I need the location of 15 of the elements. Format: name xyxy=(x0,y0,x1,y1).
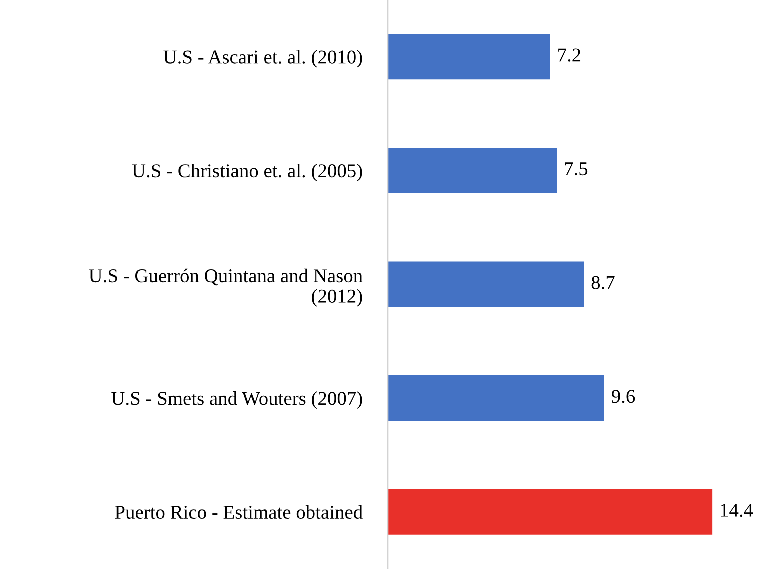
data-label: 7.2 xyxy=(558,48,581,62)
bar xyxy=(388,148,558,194)
bar xyxy=(388,262,584,308)
bar xyxy=(388,489,713,535)
y-tick-label: U.S - Ascari et. al. (2010) xyxy=(164,50,362,68)
y-tick-label: U.S - Christiano et. al. (2005) xyxy=(132,164,362,182)
data-label: 14.4 xyxy=(721,504,754,518)
y-tick-label: Puerto Rico - Estimate obtained xyxy=(115,505,363,520)
data-label: 8.7 xyxy=(592,276,615,290)
data-label: 9.6 xyxy=(612,390,636,404)
data-label: 7.5 xyxy=(565,162,588,176)
y-tick-label: U.S - Smets and Wouters (2007) xyxy=(112,392,362,410)
bar xyxy=(388,376,604,422)
bar xyxy=(388,34,550,80)
y-tick-label: U.S - Guerrón Quintana and Nason (2012) xyxy=(89,268,363,307)
